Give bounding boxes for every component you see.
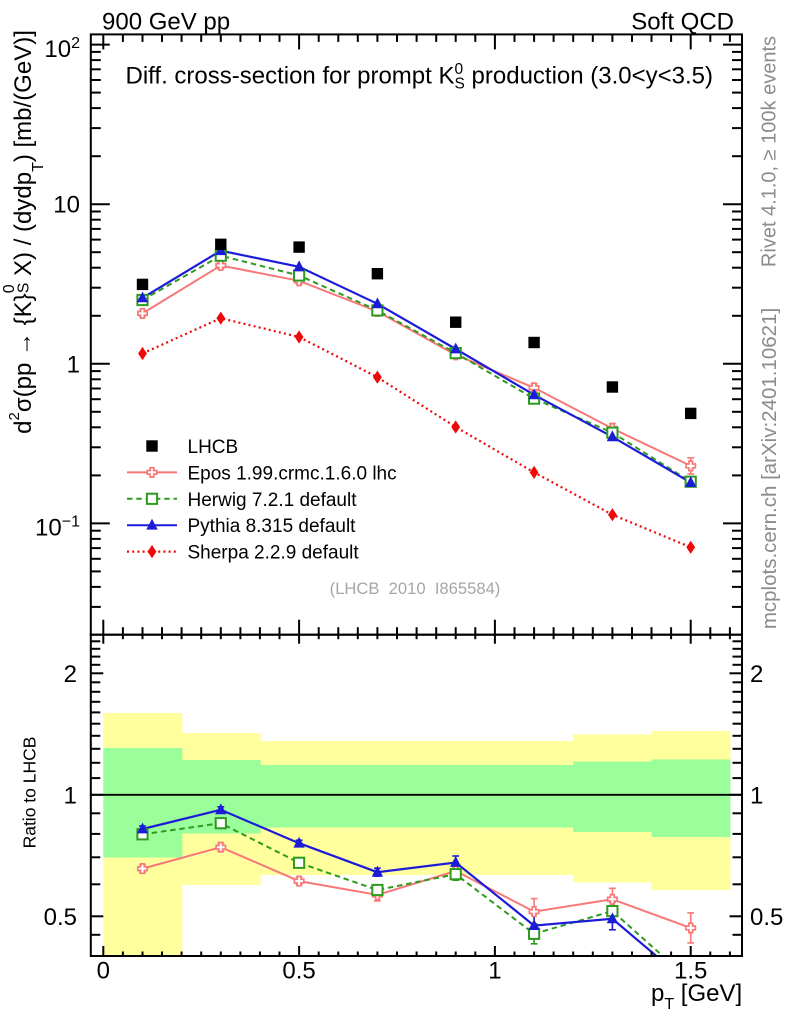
svg-text:mcplots.cern.ch [arXiv:2401.10: mcplots.cern.ch [arXiv:2401.10621]: [758, 308, 781, 629]
svg-text:1.5: 1.5: [674, 958, 707, 985]
svg-text:Ratio to LHCB: Ratio to LHCB: [20, 737, 40, 849]
svg-text:Herwig 7.2.1 default: Herwig 7.2.1 default: [188, 490, 358, 511]
svg-text:Epos 1.99.crmc.1.6.0 lhc: Epos 1.99.crmc.1.6.0 lhc: [188, 463, 397, 484]
svg-text:1: 1: [64, 782, 77, 809]
svg-text:Sherpa 2.2.9 default: Sherpa 2.2.9 default: [188, 543, 360, 564]
svg-text:10: 10: [53, 192, 80, 219]
svg-text:0: 0: [97, 958, 110, 985]
svg-text:2: 2: [64, 661, 77, 688]
svg-text:Pythia 8.315 default: Pythia 8.315 default: [188, 516, 357, 537]
svg-text:Rivet 4.1.0, ≥ 100k events: Rivet 4.1.0, ≥ 100k events: [759, 36, 781, 267]
svg-text:0.5: 0.5: [750, 904, 783, 931]
svg-text:Diff. cross-section for prompt: Diff. cross-section for prompt K0 S produ…: [126, 61, 714, 93]
svg-text:1: 1: [67, 351, 80, 378]
svg-text:LHCB: LHCB: [188, 437, 239, 458]
svg-text:1: 1: [488, 958, 501, 985]
svg-text:0.5: 0.5: [44, 904, 77, 931]
svg-text:Soft QCD: Soft QCD: [631, 9, 734, 36]
svg-text:10−1: 10−1: [35, 514, 80, 542]
svg-text:(LHCB 2010 I865584): (LHCB 2010 I865584): [330, 579, 501, 598]
svg-text:1: 1: [750, 782, 763, 809]
svg-text:2: 2: [750, 661, 763, 688]
svg-text:900 GeV pp: 900 GeV pp: [102, 9, 230, 36]
svg-text:0.5: 0.5: [282, 958, 315, 985]
